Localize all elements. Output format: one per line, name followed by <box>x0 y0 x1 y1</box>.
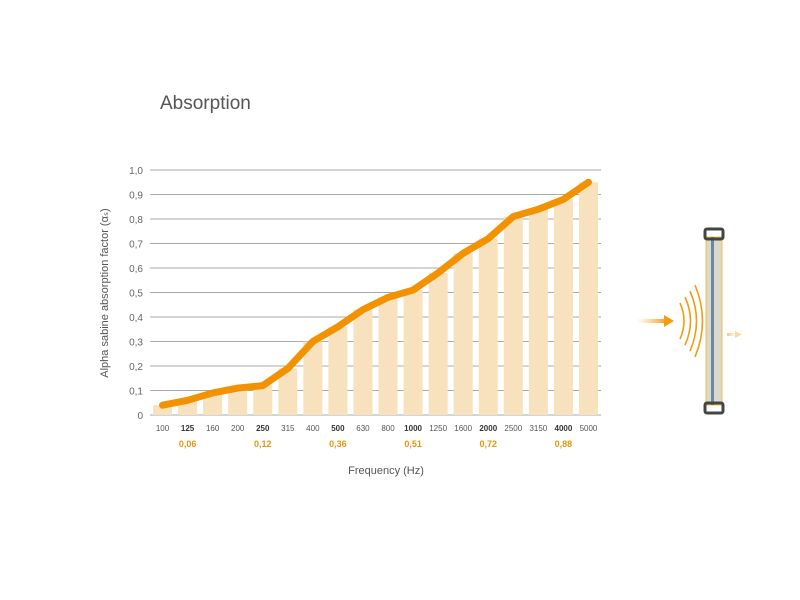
y-tick-label: 0,4 <box>129 313 143 324</box>
value-label: 0,06 <box>179 439 197 449</box>
y-tick-label: 0,5 <box>129 289 143 300</box>
y-tick-label: 0,8 <box>129 215 143 226</box>
bar <box>253 385 273 415</box>
x-tick-label: 4000 <box>555 424 573 433</box>
x-tick-label: 500 <box>331 424 345 433</box>
bar <box>428 272 448 415</box>
value-label: 0,72 <box>479 439 497 449</box>
value-label: 0,88 <box>555 439 573 449</box>
x-tick-label: 5000 <box>580 424 598 433</box>
sound-wave-icon <box>679 284 704 358</box>
y-tick-label: 0,2 <box>129 362 143 373</box>
x-tick-label: 315 <box>281 424 295 433</box>
sound-illustration <box>636 227 742 415</box>
bar <box>303 341 323 415</box>
y-tick-label: 0,3 <box>129 338 143 349</box>
y-tick-label: 0,1 <box>129 387 143 398</box>
bar <box>328 326 348 415</box>
bar <box>453 253 473 415</box>
x-tick-label: 630 <box>356 424 370 433</box>
bars <box>153 182 598 415</box>
bar <box>553 199 573 415</box>
bar <box>353 309 373 415</box>
bar <box>278 368 298 415</box>
chart-title: Absorption <box>160 93 251 114</box>
x-tick-label: 125 <box>181 424 195 433</box>
y-axis-ticks: 0 0,1 0,2 0,3 0,4 0,5 0,6 0,7 0,8 0,9 1,0 <box>129 166 143 422</box>
x-tick-label: 3150 <box>529 424 547 433</box>
y-tick-label: 0,7 <box>129 240 143 251</box>
bar <box>228 388 248 415</box>
x-tick-label: 2000 <box>479 424 497 433</box>
y-tick-label: 1,0 <box>129 166 143 177</box>
incoming-sound-arrow-icon <box>636 315 674 327</box>
bar <box>153 405 173 415</box>
bar <box>203 392 223 415</box>
x-tick-label: 400 <box>306 424 320 433</box>
absorption-line <box>159 178 592 409</box>
y-axis-title: Alpha sabine absorption factor (αₛ) <box>99 208 111 377</box>
x-axis-ticks: 100 125 160 200 250 315 400 500 630 800 1000 1250 16… <box>156 424 598 433</box>
y-tick-label: 0,9 <box>129 191 143 202</box>
x-tick-label: 250 <box>256 424 270 433</box>
bar <box>528 209 548 415</box>
value-labels: 0,06 0,12 0,36 0,51 0,72 0,88 <box>179 439 572 449</box>
x-tick-label: 100 <box>156 424 170 433</box>
bar <box>503 216 523 415</box>
bar <box>478 238 498 415</box>
bar <box>578 182 598 415</box>
x-tick-label: 800 <box>381 424 395 433</box>
x-tick-label: 2500 <box>504 424 522 433</box>
x-tick-label: 200 <box>231 424 245 433</box>
x-tick-label: 160 <box>206 424 220 433</box>
series-line <box>159 178 592 409</box>
x-tick-label: 1600 <box>454 424 472 433</box>
value-label: 0,12 <box>254 439 272 449</box>
y-tick-label: 0,6 <box>129 264 143 275</box>
x-axis-title: Frequency (Hz) <box>348 465 424 477</box>
y-tick-label: 0 <box>137 411 143 422</box>
x-tick-label: 1000 <box>404 424 422 433</box>
bar <box>378 297 398 415</box>
acoustic-panel-cross-section-icon <box>703 227 725 415</box>
bar <box>403 290 423 415</box>
value-label: 0,51 <box>404 439 422 449</box>
transmitted-sound-arrow-icon <box>727 331 742 338</box>
x-tick-label: 1250 <box>429 424 447 433</box>
value-label: 0,36 <box>329 439 347 449</box>
